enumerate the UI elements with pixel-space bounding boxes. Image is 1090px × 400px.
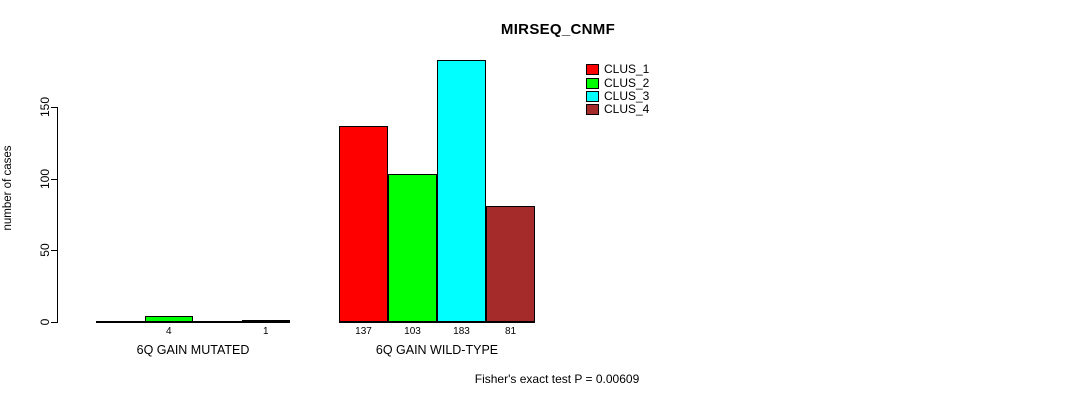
legend-label: CLUS_1 — [604, 62, 650, 77]
legend: CLUS_1 CLUS_2 CLUS_3 CLUS_4 — [586, 63, 649, 117]
bar-clus_4-group2 — [486, 206, 535, 322]
legend-item-clus_3: CLUS_3 — [586, 90, 649, 103]
bar-clus_3-group2 — [437, 60, 486, 322]
bar-clus_2-group1 — [144, 316, 193, 322]
y-tick — [51, 250, 58, 252]
y-tick — [51, 178, 58, 180]
legend-swatch-icon — [586, 64, 599, 76]
y-tick-label: 0 — [38, 318, 52, 326]
group-baseline — [339, 321, 535, 323]
bar-clus_2-group2 — [388, 174, 437, 322]
bar-value-label: 4 — [165, 326, 172, 337]
fisher-test-annotation: Fisher's exact test P = 0.00609 — [474, 372, 640, 386]
category-label: 6Q GAIN MUTATED — [136, 343, 250, 357]
y-tick-label: 100 — [38, 168, 52, 189]
legend-swatch-icon — [586, 90, 599, 102]
y-tick — [51, 107, 58, 108]
bar-clus_1-group2 — [339, 126, 388, 322]
legend-label: CLUS_3 — [604, 88, 650, 103]
legend-swatch-icon — [586, 104, 599, 116]
y-axis-title: number of cases — [2, 145, 14, 231]
y-tick-label: 150 — [38, 96, 52, 118]
legend-item-clus_1: CLUS_1 — [586, 63, 649, 76]
bar-value-label: 183 — [453, 326, 470, 337]
group-baseline — [96, 321, 290, 323]
chart-title: MIRSEQ_CNMF — [500, 21, 616, 38]
legend-item-clus_2: CLUS_2 — [586, 76, 649, 89]
category-label: 6Q GAIN WILD-TYPE — [375, 343, 499, 357]
bar-value-label: 103 — [404, 326, 421, 337]
legend-item-clus_4: CLUS_4 — [586, 103, 649, 116]
y-tick-label: 50 — [38, 243, 52, 258]
legend-label: CLUS_2 — [604, 75, 650, 90]
bar-value-label: 1 — [262, 326, 269, 337]
legend-label: CLUS_4 — [604, 102, 650, 117]
y-axis-line — [57, 107, 58, 323]
y-tick — [51, 322, 58, 323]
bar-value-label: 137 — [355, 326, 372, 337]
bar-value-label: 81 — [504, 326, 517, 337]
legend-swatch-icon — [586, 77, 599, 89]
bar-clus_4-group1 — [241, 320, 290, 322]
